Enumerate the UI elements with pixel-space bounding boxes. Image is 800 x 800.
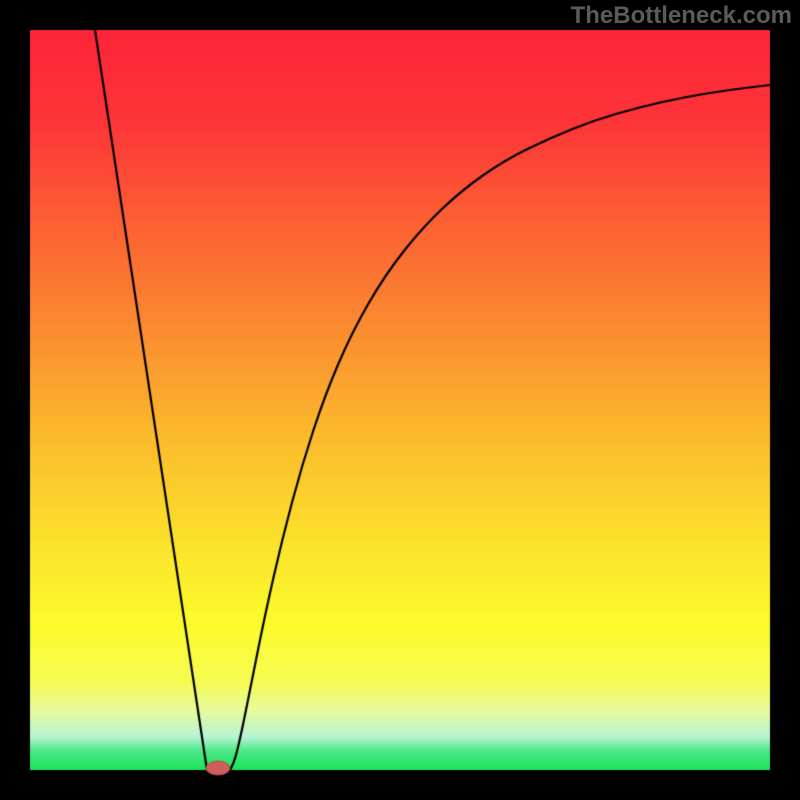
chart-container: TheBottleneck.com [0,0,800,800]
watermark-text: TheBottleneck.com [571,2,792,30]
bottleneck-curve [0,0,800,800]
